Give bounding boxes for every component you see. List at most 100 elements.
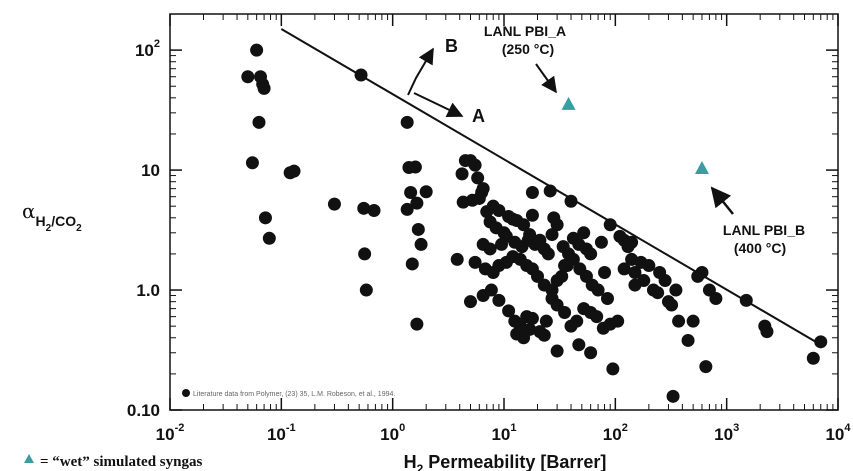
data-point-literature — [410, 317, 424, 331]
data-point-literature — [666, 389, 680, 403]
data-point-literature — [245, 156, 259, 170]
data-point-literature — [250, 43, 264, 57]
x-tick-label: 10-1 — [267, 422, 296, 444]
data-point-literature — [617, 262, 631, 276]
x-tick-label: 100 — [380, 422, 405, 444]
data-point-literature — [450, 252, 464, 266]
data-point-literature — [410, 196, 424, 210]
data-point-literature — [502, 304, 516, 318]
data-point-literature — [545, 228, 559, 242]
data-point-literature — [590, 310, 604, 324]
data-points-layer — [241, 43, 828, 403]
data-point-literature — [760, 325, 774, 339]
tick-layer — [169, 13, 839, 411]
data-point-literature — [252, 115, 266, 129]
data-point-literature — [539, 314, 553, 328]
data-point-literature — [483, 242, 497, 256]
data-point-literature — [287, 164, 301, 178]
data-point-literature — [658, 274, 672, 288]
data-point-literature — [739, 293, 753, 307]
data-point-literature — [354, 68, 368, 82]
data-point-literature — [258, 211, 272, 225]
data-point-literature — [695, 266, 709, 280]
legend-wet-syngas-label: = “wet” simulated syngas — [40, 454, 202, 470]
data-point-literature — [523, 322, 537, 336]
x-tick-label: 102 — [603, 422, 628, 444]
data-point-literature — [472, 191, 486, 205]
data-point-literature — [517, 218, 531, 232]
annotation-pbi-b-line2: (400 °C) — [734, 240, 786, 256]
data-point-literature — [550, 344, 564, 358]
data-point-literature — [686, 314, 700, 328]
legend-circle-marker — [182, 389, 190, 397]
data-point-literature — [814, 335, 828, 349]
data-point-literature — [357, 201, 371, 215]
data-point-literature — [603, 218, 617, 232]
data-point-literature — [598, 266, 612, 280]
annotation-pbi-a-line2: (250 °C) — [502, 41, 554, 57]
data-point-literature — [404, 186, 418, 200]
arrow-a-path — [413, 92, 464, 117]
data-point-literature — [594, 235, 608, 249]
data-point-literature — [411, 222, 425, 236]
data-point-literature — [806, 351, 820, 365]
y-axis-title: αH2/CO2 — [22, 199, 82, 234]
y-tick-label: 102 — [135, 38, 160, 60]
x-tick-label: 101 — [491, 422, 516, 444]
data-point-literature — [672, 314, 686, 328]
data-point-literature — [405, 257, 419, 271]
legend-triangle-marker — [24, 454, 34, 463]
annotation-pbi-a-arrow — [535, 63, 557, 94]
x-tick-label: 104 — [825, 422, 851, 444]
data-point-literature — [327, 197, 341, 211]
data-point-literature — [400, 202, 414, 216]
data-point-literature — [681, 333, 695, 347]
data-point-literature — [558, 259, 572, 273]
annotation-pbi-a-line1: LANL PBI_A — [484, 23, 566, 39]
data-point-literature — [484, 283, 498, 297]
data-point-literature — [367, 204, 381, 218]
data-point-literature — [572, 338, 586, 352]
data-point-literature — [611, 314, 625, 328]
y-tick-label: 10 — [141, 161, 160, 180]
data-point-wet-syngas — [694, 161, 709, 175]
data-point-literature — [463, 295, 477, 309]
data-point-literature — [468, 158, 482, 172]
data-point-literature — [414, 237, 428, 251]
data-point-literature — [699, 360, 713, 374]
x-tick-label: 10-2 — [156, 422, 185, 444]
arrow-b-label: B — [445, 36, 458, 56]
data-point-literature — [628, 266, 642, 280]
y-tick-label: 1.0 — [136, 281, 160, 300]
data-point-literature — [709, 292, 723, 306]
data-point-literature — [358, 247, 372, 261]
tick-label-layer: 10-2 10-1 100 101 102 103 104 0.10 1.0 10 102 — [127, 38, 851, 444]
legend-literature-label: Literature data from Polymer, (23) 35, L… — [193, 391, 395, 398]
data-point-literature — [577, 226, 591, 240]
data-point-literature — [661, 295, 675, 309]
data-point-literature — [543, 184, 557, 198]
data-point-literature — [525, 208, 539, 222]
x-axis-title: H2 Permeability [Barrer] — [404, 452, 607, 471]
arrow-b-path — [407, 47, 434, 96]
data-point-literature — [541, 247, 555, 261]
data-point-literature — [241, 70, 255, 84]
data-point-literature — [492, 293, 506, 307]
data-point-literature — [564, 194, 578, 208]
data-point-literature — [584, 346, 598, 360]
data-point-literature — [471, 171, 485, 185]
annotation-pbi-b-line1: LANL PBI_B — [723, 222, 805, 238]
data-point-wet-syngas — [561, 96, 576, 110]
data-point-literature — [570, 314, 584, 328]
data-point-literature — [408, 160, 422, 174]
data-point-literature — [651, 286, 665, 300]
data-point-literature — [584, 247, 598, 261]
data-point-literature — [492, 204, 506, 218]
x-tick-label: 103 — [714, 422, 739, 444]
data-point-literature — [558, 305, 572, 319]
data-point-literature — [642, 259, 656, 273]
data-point-literature — [262, 231, 276, 245]
data-point-literature — [537, 328, 551, 342]
data-point-literature — [547, 211, 561, 225]
